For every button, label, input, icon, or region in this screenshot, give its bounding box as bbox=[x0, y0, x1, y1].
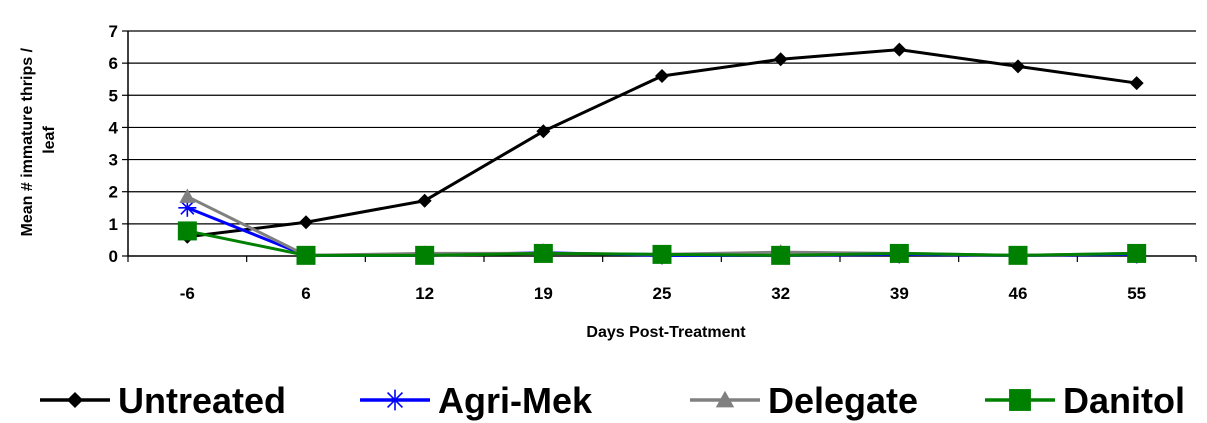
data-point-diamond bbox=[1011, 59, 1025, 74]
data-point-square bbox=[296, 245, 316, 265]
data-point-triangle bbox=[715, 390, 735, 408]
legend-item-untreated: Untreated bbox=[40, 380, 286, 421]
y-axis-label: Mean # immature thrips / leaf bbox=[19, 44, 58, 237]
data-point-square bbox=[1008, 245, 1028, 265]
x-tick-labels: -6 6 12 19 25 32 39 46 55 bbox=[180, 284, 1146, 303]
asterisk-stroke bbox=[386, 391, 404, 409]
y-tick-label: 1 bbox=[109, 215, 118, 234]
x-tick-label: 12 bbox=[415, 284, 434, 303]
data-point-asterisk bbox=[384, 389, 406, 411]
x-axis-label: Days Post-Treatment bbox=[586, 324, 746, 341]
y-tick-label: 0 bbox=[109, 247, 118, 266]
legend: Untreated Agri-Mek Delegate Danitol bbox=[40, 380, 1185, 421]
data-point-diamond bbox=[892, 42, 907, 57]
y-axis-label-line-2: leaf bbox=[41, 126, 58, 154]
data-point-diamond bbox=[299, 215, 313, 230]
legend-label: Untreated bbox=[118, 380, 286, 421]
legend-label: Agri-Mek bbox=[438, 380, 593, 421]
data-point-square bbox=[1127, 243, 1147, 263]
series-untreated bbox=[180, 42, 1144, 244]
x-tick-label: 55 bbox=[1127, 284, 1146, 303]
series-group bbox=[177, 42, 1147, 265]
y-tick-label: 7 bbox=[109, 22, 118, 41]
x-tick-label: 39 bbox=[890, 284, 909, 303]
y-tick-label: 4 bbox=[109, 118, 119, 137]
data-point-square bbox=[652, 244, 672, 264]
y-tick-labels: 0 1 2 3 4 5 6 7 bbox=[109, 22, 119, 266]
data-point-triangle bbox=[179, 188, 196, 203]
legend-item-delegate: Delegate bbox=[690, 380, 918, 421]
data-point-square bbox=[1009, 389, 1031, 411]
x-tick-label: 25 bbox=[653, 284, 672, 303]
x-tick-label: 32 bbox=[771, 284, 790, 303]
data-point-diamond bbox=[1129, 76, 1144, 91]
gridlines bbox=[128, 30, 1196, 225]
data-point-square bbox=[533, 243, 553, 263]
data-point-diamond bbox=[773, 52, 788, 67]
x-tick-label: 6 bbox=[301, 284, 310, 303]
x-tick-label: -6 bbox=[180, 284, 195, 303]
data-point-square bbox=[889, 243, 909, 263]
x-tick-label: 46 bbox=[1009, 284, 1028, 303]
data-point-square bbox=[415, 245, 435, 265]
data-point-diamond bbox=[417, 193, 432, 208]
y-tick-label: 2 bbox=[109, 183, 118, 202]
legend-item-danitol: Danitol bbox=[985, 380, 1185, 421]
data-point-diamond bbox=[66, 391, 84, 409]
y-tick-label: 5 bbox=[109, 86, 118, 105]
y-tick-label: 6 bbox=[109, 54, 118, 73]
series-danitol bbox=[177, 221, 1147, 265]
asterisk-stroke bbox=[180, 200, 195, 215]
x-tick-label: 19 bbox=[534, 284, 553, 303]
data-point-square bbox=[177, 221, 197, 241]
y-tick-label: 3 bbox=[109, 151, 118, 170]
legend-label: Danitol bbox=[1063, 380, 1185, 421]
y-axis-label-line-1: Mean # immature thrips / bbox=[19, 47, 36, 236]
data-point-diamond bbox=[655, 69, 669, 83]
data-point-square bbox=[771, 245, 791, 265]
legend-item-agri-mek: Agri-Mek bbox=[360, 380, 593, 421]
axes bbox=[122, 30, 1197, 262]
data-point-diamond bbox=[536, 124, 551, 139]
legend-label: Delegate bbox=[768, 380, 918, 421]
